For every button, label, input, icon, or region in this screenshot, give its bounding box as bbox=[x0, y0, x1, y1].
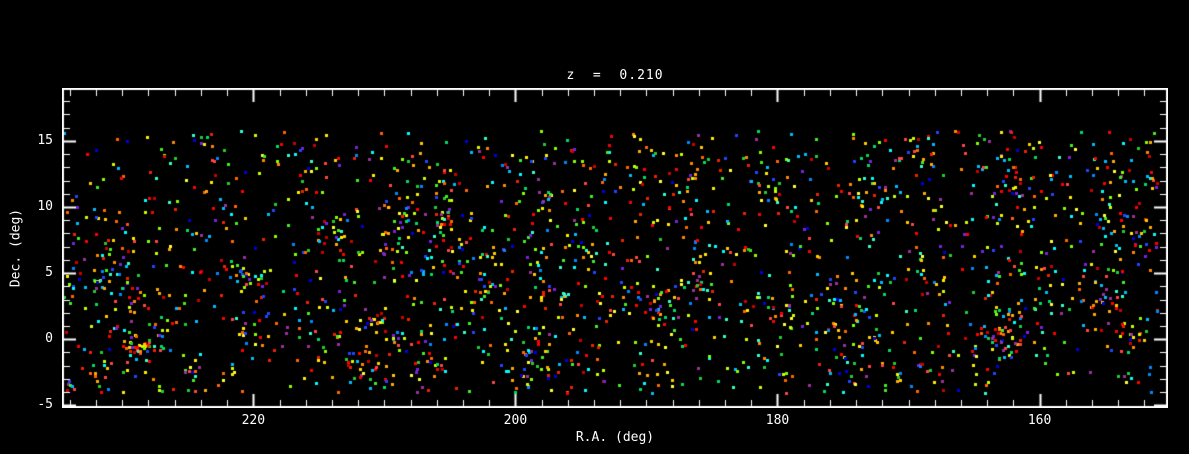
plot-area-canvas bbox=[62, 88, 1168, 408]
y-tick-label: -5 bbox=[37, 397, 53, 413]
x-tick-label: 200 bbox=[503, 413, 528, 428]
y-tick-label: 10 bbox=[37, 199, 53, 214]
chart-title: z = 0.210 bbox=[566, 68, 664, 83]
y-tick-label: 5 bbox=[45, 265, 53, 281]
x-tick-label: 160 bbox=[1027, 413, 1052, 428]
y-tick-label: 0 bbox=[45, 331, 53, 347]
y-tick-label: 15 bbox=[37, 132, 53, 148]
x-tick-label: 220 bbox=[241, 413, 266, 428]
x-tick-label: 180 bbox=[765, 413, 790, 428]
x-axis-label: R.A. (deg) bbox=[575, 430, 655, 445]
